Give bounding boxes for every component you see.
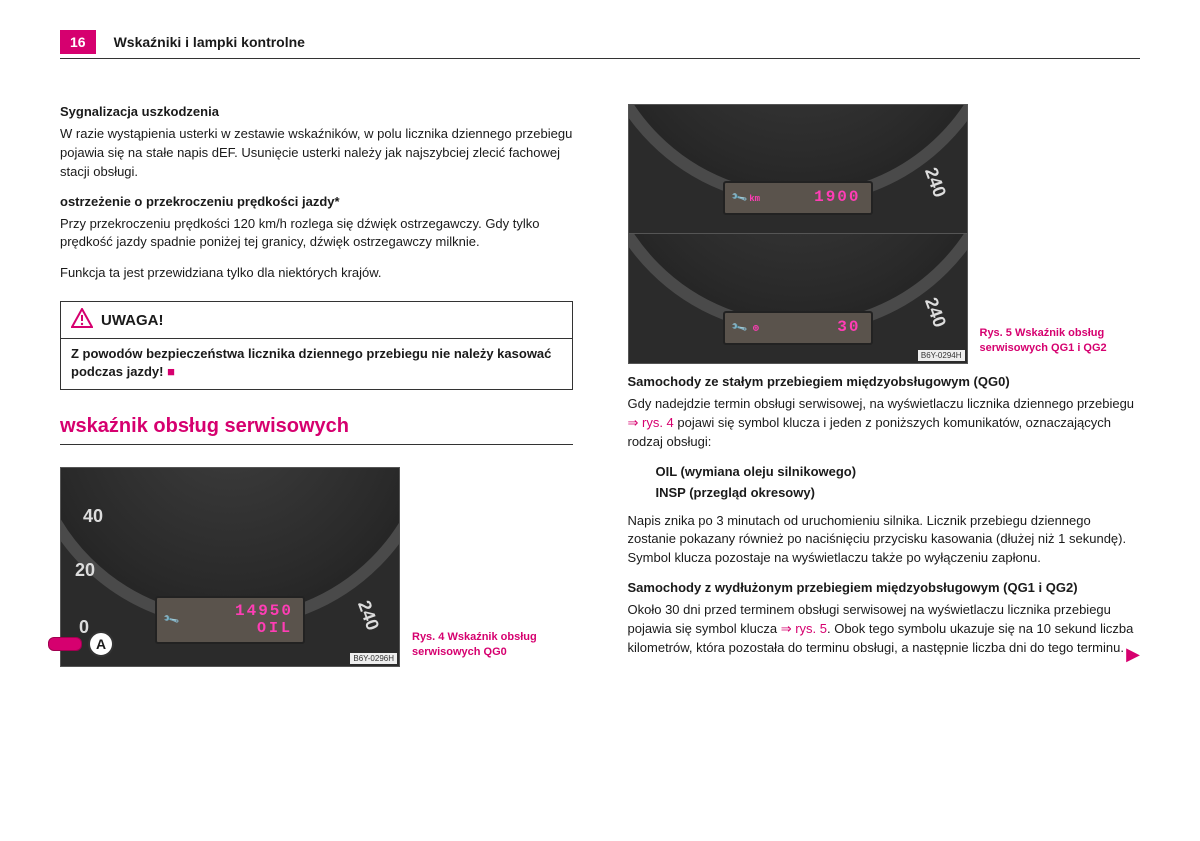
marker-letter: A bbox=[88, 631, 114, 657]
lcd-display-km: 🔧km 1900 bbox=[723, 181, 873, 215]
figure-5-block: 240 🔧km 1900 240 🔧 ⊕ 30 B6Y-0294H R bbox=[628, 104, 1141, 364]
tick-240: 240 bbox=[920, 295, 950, 330]
image-code-fig5: B6Y-0294H bbox=[918, 350, 965, 361]
warning-header: UWAGA! bbox=[61, 302, 572, 339]
tick-20: 20 bbox=[75, 560, 95, 581]
warning-triangle-icon bbox=[71, 308, 93, 332]
content-columns: Sygnalizacja uszkodzenia W razie wystąpi… bbox=[60, 104, 1140, 677]
figure-5-panel-1: 240 🔧km 1900 bbox=[628, 104, 968, 234]
end-square-icon: ■ bbox=[167, 364, 175, 379]
heading-qg1-qg2: Samochody z wydłużonym przebiegiem międz… bbox=[628, 580, 1141, 595]
para-damage-signal: W razie wystąpienia usterki w zestawie w… bbox=[60, 125, 573, 182]
figure-5-stack: 240 🔧km 1900 240 🔧 ⊕ 30 B6Y-0294H bbox=[628, 104, 968, 364]
wrench-icon: 🔧 bbox=[165, 613, 179, 627]
figure-5-caption: Rys. 5 Wskaźnik obsług serwisowych QG1 i… bbox=[980, 326, 1120, 364]
tick-240: 240 bbox=[353, 598, 383, 633]
para-qg1-qg2: Około 30 dni przed terminem obsługi serw… bbox=[628, 601, 1141, 658]
continue-arrow-icon: ▶ bbox=[1126, 641, 1140, 667]
ref-fig5: ⇒ rys. 5 bbox=[781, 621, 827, 636]
lcd-display-days: 🔧 ⊕ 30 bbox=[723, 311, 873, 345]
figure-4-block: 0 20 40 240 🔧 14950 OIL B6Y-0296H A Rys. bbox=[60, 467, 573, 667]
image-code-fig4: B6Y-0296H bbox=[350, 653, 397, 664]
lcd-oil: OIL bbox=[257, 621, 293, 638]
list-item-insp: INSP (przegląd okresowy) bbox=[656, 485, 1141, 500]
para-qg0: Gdy nadejdzie termin obsługi serwisowej,… bbox=[628, 395, 1141, 452]
lcd-display-fig4: 🔧 14950 OIL bbox=[155, 596, 305, 644]
warning-title: UWAGA! bbox=[101, 312, 164, 329]
para-speed-warning-2: Funkcja ta jest przewidziana tylko dla n… bbox=[60, 264, 573, 283]
marker-pin-icon bbox=[48, 637, 82, 651]
ref-fig4: ⇒ rys. 4 bbox=[628, 415, 674, 430]
wrench-icon: 🔧km bbox=[733, 191, 761, 205]
para-reset-info: Napis znika po 3 minutach od uruchomieni… bbox=[628, 512, 1141, 569]
warning-body: Z powodów bezpieczeństwa licznika dzienn… bbox=[61, 339, 572, 389]
heading-qg0: Samochody ze stałym przebiegiem międzyob… bbox=[628, 374, 1141, 389]
lcd-km-value: 1900 bbox=[814, 189, 860, 207]
list-item-oil: OIL (wymiana oleju silnikowego) bbox=[656, 464, 1141, 479]
para-speed-warning-1: Przy przekroczeniu prędkości 120 km/h ro… bbox=[60, 215, 573, 253]
left-column: Sygnalizacja uszkodzenia W razie wystąpi… bbox=[60, 104, 573, 677]
lcd-days-value: 30 bbox=[837, 319, 860, 337]
service-types-list: OIL (wymiana oleju silnikowego) INSP (pr… bbox=[656, 464, 1141, 500]
km-label: km bbox=[749, 194, 760, 204]
figure-4-caption: Rys. 4 Wskaźnik obsług serwisowych QG0 bbox=[412, 630, 552, 668]
heading-speed-warning: ostrzeżenie o przekroczeniu prędkości ja… bbox=[60, 194, 573, 209]
right-column: 240 🔧km 1900 240 🔧 ⊕ 30 B6Y-0294H R bbox=[628, 104, 1141, 677]
page-title: Wskaźniki i lampki kontrolne bbox=[114, 34, 305, 50]
wrench-clock-icon: 🔧 ⊕ bbox=[733, 321, 759, 335]
page-number: 16 bbox=[60, 30, 96, 54]
tick-240: 240 bbox=[920, 165, 950, 200]
warning-box: UWAGA! Z powodów bezpieczeństwa licznika… bbox=[60, 301, 573, 390]
section-service-indicator: wskaźnik obsług serwisowych bbox=[60, 415, 573, 445]
page-header: 16 Wskaźniki i lampki kontrolne bbox=[60, 30, 1140, 59]
heading-damage-signal: Sygnalizacja uszkodzenia bbox=[60, 104, 573, 119]
warning-text: Z powodów bezpieczeństwa licznika dzienn… bbox=[71, 346, 551, 379]
callout-marker-a: A bbox=[48, 631, 114, 657]
lcd-mileage: 14950 bbox=[235, 603, 293, 621]
para-qg0-a: Gdy nadejdzie termin obsługi serwisowej,… bbox=[628, 396, 1135, 411]
figure-5-panel-2: 240 🔧 ⊕ 30 B6Y-0294H bbox=[628, 234, 968, 364]
para-qg0-b: pojawi się symbol klucza i jeden z poniż… bbox=[628, 415, 1111, 449]
tick-40: 40 bbox=[83, 506, 103, 527]
